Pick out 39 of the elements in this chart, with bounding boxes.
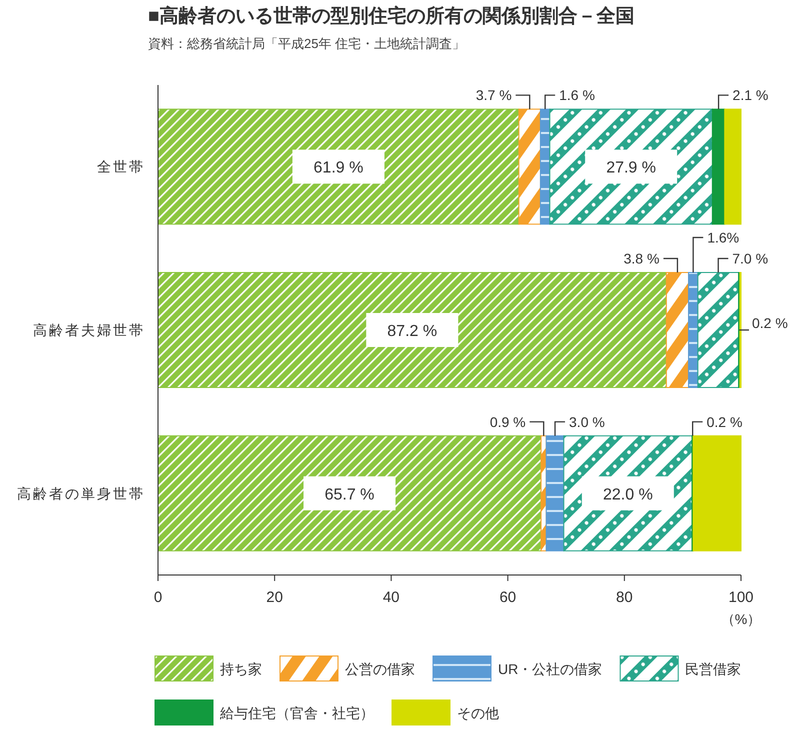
legend-item: 公営の借家 — [280, 656, 415, 682]
legend-label: その他 — [457, 705, 499, 721]
y-tick-label: 高齢者夫婦世帯 — [33, 322, 145, 338]
legend-item: その他 — [392, 700, 499, 726]
legend-label: 民営借家 — [685, 661, 742, 677]
y-tick-label: 高齢者の単身世帯 — [17, 485, 145, 502]
data-label: 22.0 % — [602, 486, 653, 504]
data-label: 0.2 % — [706, 414, 742, 430]
data-label: 3.8 % — [624, 250, 660, 266]
x-tick-label: 40 — [382, 589, 400, 606]
data-label: 65.7 % — [324, 486, 374, 504]
legend-item: 民営借家 — [620, 656, 742, 682]
x-tick-label: 100 — [728, 589, 754, 606]
data-label: 61.9 % — [314, 160, 364, 177]
data-label: 3.0 % — [569, 414, 605, 430]
x-tick-label: 20 — [266, 589, 283, 606]
legend-item: UR・公社の借家 — [432, 656, 602, 682]
legend-label: UR・公社の借家 — [498, 661, 602, 677]
legend-item: 給与住宅（官舎・社宅） — [154, 700, 374, 726]
x-tick-label: 0 — [154, 589, 162, 606]
data-label: 87.2 % — [387, 323, 438, 340]
legend-item: 持ち家 — [154, 656, 262, 682]
chart-title: ■高齢者のいる世帯の型別住宅の所有の関係別割合－全国 — [148, 5, 634, 27]
data-label: 1.6 % — [559, 87, 595, 104]
legend-label: 公営の借家 — [345, 661, 415, 677]
data-label: 3.7 % — [476, 87, 512, 104]
y-tick-label: 全世帯 — [97, 158, 145, 175]
x-tick-label: 80 — [616, 589, 633, 606]
x-axis-title: （%） — [720, 611, 762, 627]
data-label: 7.0 % — [732, 250, 768, 266]
legend-label: 持ち家 — [220, 661, 262, 677]
data-label: 2.1 % — [732, 87, 768, 104]
data-label: 27.9 % — [606, 160, 656, 177]
data-label: 1.6% — [707, 230, 740, 246]
x-tick-label: 60 — [499, 589, 516, 606]
legend-label: 給与住宅（官舎・社宅） — [219, 705, 374, 721]
data-label: 0.9 % — [490, 414, 526, 430]
data-label: 0.2 % — [752, 315, 788, 331]
chart-subtitle: 資料：総務省統計局「平成25年 住宅・土地統計調査」 — [148, 36, 466, 51]
